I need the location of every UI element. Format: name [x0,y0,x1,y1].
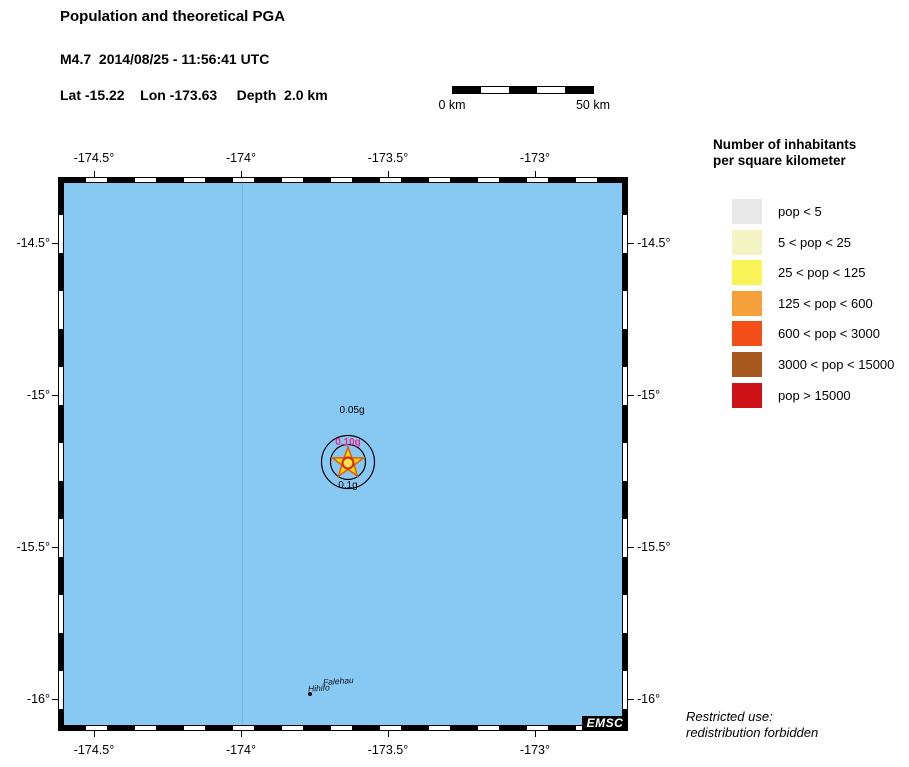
legend-swatch [732,260,762,285]
lon-tick-label: -173° [519,151,551,165]
legend-swatch [732,321,762,346]
legend-swatch [732,199,762,224]
emsc-badge: EMSC [582,716,628,731]
lon-tick-label: -173.5° [367,743,409,757]
meridian-gridline [242,183,243,725]
lon-tick [535,171,536,177]
legend-row: 600 < pop < 3000 [732,321,880,346]
scale-bar-segment [481,87,509,93]
legend-label: pop < 5 [778,204,822,219]
pga-radius-circle-inner [329,443,367,481]
legend-row: 5 < pop < 25 [732,230,851,255]
scale-bar-segment [537,87,565,93]
map-border-top [58,177,628,182]
legend-row: pop > 15000 [732,383,851,408]
lat-tick [52,547,58,548]
restricted-use-line2: redistribution forbidden [686,725,819,740]
pga-label-005g: 0.05g [339,405,365,416]
epicenter-center-dot [341,456,355,470]
lat-tick-label: -15° [26,388,50,402]
lat-tick [628,243,634,244]
legend-row: pop < 5 [732,199,822,224]
lat-tick-label: -15.5° [16,540,51,554]
lat-tick [52,243,58,244]
lon-tick-label: -174.5° [73,743,115,757]
legend-label: 600 < pop < 3000 [778,326,880,341]
pga-contour-label-010g: 0.10g [335,437,361,448]
event-coordinates-depth: Lat -15.22 Lon -173.63 Depth 2.0 km [60,87,328,103]
scale-start-label: 0 km [438,98,466,112]
legend-swatch [732,230,762,255]
legend-swatch [732,383,762,408]
lat-tick [52,395,58,396]
lat-tick-label: -14.5° [637,236,671,250]
lat-tick [628,395,634,396]
lon-tick-label: -174.5° [73,151,115,165]
lat-tick-label: -15° [637,388,661,402]
legend-swatch [732,352,762,377]
lon-tick [388,171,389,177]
lat-tick [628,547,634,548]
lon-tick [241,171,242,177]
map-border-bottom [58,726,628,731]
lat-tick-label: -14.5° [16,236,51,250]
map-border-left [58,177,63,731]
legend-label: 5 < pop < 25 [778,235,852,250]
lon-tick [94,731,95,737]
map-canvas: 0.05g 0.10g 0.1g Falehau Hihifo EMSC [58,177,628,731]
lat-tick-label: -15.5° [637,540,671,554]
restricted-use-line1: Restricted use: [686,709,773,724]
lon-tick-label: -174° [225,151,257,165]
legend-swatch [732,291,762,316]
scale-bar-segment [453,87,481,93]
lon-tick [388,731,389,737]
pga-radius-circle-outer [320,434,376,490]
scale-bar-segment [565,87,593,93]
pga-label-01g: 0.1g [338,480,358,491]
lon-tick-label: -173° [519,743,551,757]
legend-title-line1: Number of inhabitants [713,137,857,152]
legend-title-line2: per square kilometer [713,153,846,168]
epicenter-marker-icon [320,434,376,490]
legend-label: pop > 15000 [778,388,851,403]
lon-tick-label: -173.5° [367,151,409,165]
lat-tick [52,699,58,700]
page-title: Population and theoretical PGA [60,8,286,25]
map-ocean [63,182,623,726]
lon-tick [241,731,242,737]
lat-tick-label: -16° [637,692,661,706]
legend-label: 125 < pop < 600 [778,296,873,311]
lon-tick [94,171,95,177]
scale-end-label: 50 km [575,98,611,112]
legend-row: 125 < pop < 600 [732,291,873,316]
map-scale-bar [452,86,594,94]
legend-row: 3000 < pop < 15000 [732,352,894,377]
lat-tick-label: -16° [26,692,50,706]
lon-tick-label: -174° [225,743,257,757]
map-border-right [623,177,628,731]
legend-row: 25 < pop < 125 [732,260,865,285]
scale-bar-segment [509,87,537,93]
legend-label: 25 < pop < 125 [778,265,866,280]
lon-tick [535,731,536,737]
legend-label: 3000 < pop < 15000 [778,357,895,372]
lat-tick [628,699,634,700]
event-magnitude-datetime: M4.7 2014/08/25 - 11:56:41 UTC [60,51,270,67]
town-dot [308,692,312,696]
